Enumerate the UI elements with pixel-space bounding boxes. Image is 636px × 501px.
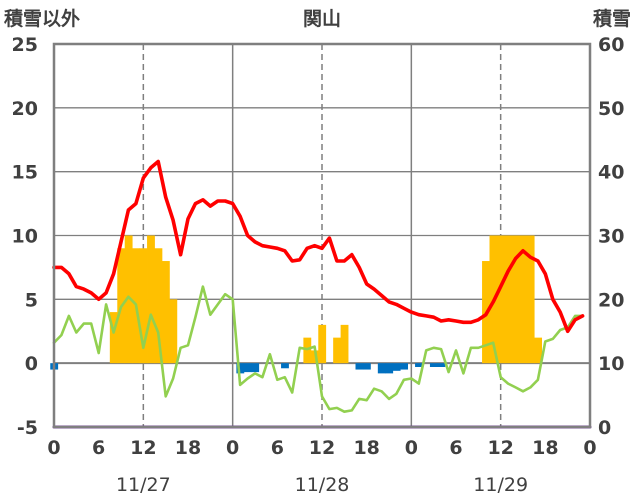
snowfall-bar <box>534 337 543 364</box>
right-tick-label: 20 <box>598 289 624 311</box>
negative-bar <box>385 363 394 374</box>
left-tick-label: 20 <box>12 98 38 120</box>
right-tick-label: 40 <box>598 162 624 184</box>
x-tick-label: 12 <box>487 437 513 459</box>
x-tick-label: 6 <box>271 437 284 459</box>
left-axis-label: 積雪以外 <box>4 7 80 30</box>
snowfall-bar <box>303 337 312 364</box>
left-tick-label: 25 <box>12 34 38 56</box>
plot-border <box>52 42 592 429</box>
right-tick-label: 10 <box>598 353 624 375</box>
negative-bar <box>392 363 401 371</box>
right-tick-label: 30 <box>598 226 624 248</box>
right-tick-label: 50 <box>598 98 624 120</box>
left-tick-label: 10 <box>12 226 38 248</box>
wind-line <box>52 285 584 414</box>
snowfall-bar <box>340 324 349 364</box>
negative-bar <box>281 363 289 369</box>
snowfall-bar <box>109 312 118 364</box>
snowfall-bar <box>169 299 178 364</box>
negative-bar <box>236 363 245 374</box>
x-tick-label: 12 <box>309 437 335 459</box>
x-tick-label: 0 <box>583 437 596 459</box>
negative-bar <box>377 363 386 374</box>
snowfall-bar <box>147 235 155 364</box>
snowfall-bar <box>504 235 513 364</box>
x-tick-label: 6 <box>92 437 105 459</box>
date-label: 11/29 <box>473 474 528 496</box>
negative-bar <box>362 363 371 370</box>
right-axis-label: 積雪 <box>593 7 631 30</box>
left-tick-label: -5 <box>17 417 38 439</box>
right-tick-label: 0 <box>598 417 611 439</box>
chart-title: 関山 <box>303 8 341 30</box>
negative-bar <box>429 363 438 367</box>
snowfall-bar <box>519 235 528 364</box>
x-tick-label: 18 <box>532 437 558 459</box>
negative-bar <box>243 363 252 373</box>
snowfall-bar <box>154 248 163 364</box>
snowfall-bar <box>318 324 327 364</box>
x-tick-label: 18 <box>175 437 201 459</box>
right-tick-label: 60 <box>598 34 624 56</box>
negative-bar <box>400 363 409 370</box>
snowfall-bar <box>511 235 520 364</box>
temperature-line <box>52 159 585 334</box>
negative-bar <box>437 363 446 367</box>
negative-bar <box>251 363 260 373</box>
date-label: 11/28 <box>295 474 350 496</box>
x-tick-label: 6 <box>449 437 462 459</box>
negative-bar <box>415 363 423 367</box>
snowfall-bar <box>496 235 505 364</box>
x-tick-label: 0 <box>405 437 418 459</box>
left-tick-label: 0 <box>25 353 38 375</box>
x-tick-label: 0 <box>226 437 239 459</box>
x-tick-label: 18 <box>353 437 379 459</box>
snowfall-bar <box>526 235 535 364</box>
snowfall-bar <box>161 261 170 364</box>
left-tick-label: 15 <box>12 162 38 184</box>
snowfall-bar <box>310 350 319 364</box>
negative-bar <box>355 363 364 370</box>
x-tick-label: 12 <box>130 437 156 459</box>
snowfall-bar <box>333 337 342 364</box>
snowfall-bar <box>124 235 133 364</box>
snowfall-bar <box>139 248 148 364</box>
x-tick-label: 0 <box>47 437 60 459</box>
left-tick-label: 5 <box>25 289 38 311</box>
date-label: 11/27 <box>116 474 171 496</box>
